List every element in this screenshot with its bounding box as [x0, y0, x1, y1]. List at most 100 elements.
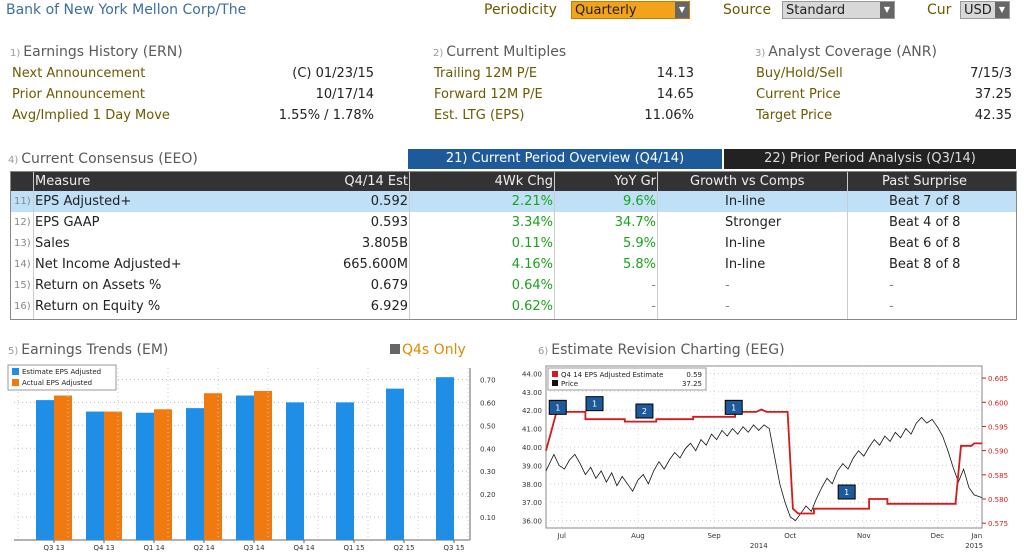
event-marker[interactable]: 2 — [635, 403, 654, 419]
table-row[interactable]: 11) EPS Adjusted+ 0.592 2.21% 9.6% In-line Bea… — [11, 191, 1016, 212]
right-tick-label: 0.600 — [988, 399, 1008, 407]
change-cell: 3.34% — [511, 215, 553, 230]
measure-cell: Net Income Adjusted+ — [35, 257, 182, 272]
estimate-cell: 0.592 — [370, 194, 408, 209]
y-tick-label: 0.60 — [480, 399, 496, 407]
estimate-line — [545, 408, 982, 515]
y-tick-label: 0.50 — [480, 422, 496, 430]
estimate-cell: 6.929 — [370, 299, 408, 314]
year-label: 2015 — [965, 542, 983, 550]
periodicity-label: Periodicity — [484, 2, 557, 18]
comps-cell: - — [725, 278, 730, 293]
yoy-cell: 5.9% — [622, 236, 656, 251]
surprise-cell: - — [889, 278, 894, 293]
q4s-only-toggle[interactable]: Q4s Only — [390, 342, 466, 358]
col-surprise[interactable]: Past Surprise — [882, 174, 968, 189]
ltg-label: Est. LTG (EPS) — [434, 108, 525, 123]
prior-announcement-label: Prior Announcement — [12, 87, 145, 102]
event-marker[interactable]: 1 — [548, 399, 567, 415]
prior-announcement-value: 10/17/14 — [315, 87, 374, 102]
legend-label: Q4 14 EPS Adjusted Estimate — [561, 371, 663, 379]
x-tick-label: Q4 13 — [93, 544, 114, 552]
x-tick-label: Sep — [707, 532, 721, 540]
analyst-coverage-title[interactable]: 3) Analyst Coverage (ANR) — [755, 44, 937, 60]
table-row[interactable]: 16) Return on Equity % 6.929 0.62% - - - — [11, 296, 1016, 317]
earnings-history-title[interactable]: 1) Earnings History (ERN) — [10, 44, 183, 60]
actual-bar[interactable] — [104, 411, 122, 540]
estimate-bar[interactable] — [286, 402, 304, 540]
col-yoy[interactable]: YoY Gr — [614, 174, 656, 189]
event-marker[interactable]: 1 — [585, 396, 604, 412]
col-est[interactable]: Q4/14 Est — [344, 174, 408, 189]
measure-cell: Sales — [35, 236, 70, 251]
estimate-bar[interactable] — [336, 402, 354, 540]
table-row[interactable]: 14) Net Income Adjusted+ 665.600M 4.16% 5.8%… — [11, 254, 1016, 275]
right-tick-label: 0.580 — [988, 496, 1008, 504]
current-multiples-title[interactable]: 2) Current Multiples — [433, 44, 567, 60]
col-chg[interactable]: 4Wk Chg — [494, 174, 553, 189]
trailing-pe-value: 14.13 — [656, 66, 694, 81]
yoy-cell: - — [651, 278, 656, 293]
table-row[interactable]: 12) EPS GAAP 0.593 3.34% 34.7% Stronger Beat 4… — [11, 212, 1016, 233]
estimate-bar[interactable] — [36, 400, 54, 540]
event-marker-label: 1 — [731, 403, 736, 412]
cur-label: Cur — [927, 2, 952, 18]
consensus-title[interactable]: 4) Current Consensus (EEO) — [8, 151, 198, 167]
earnings-trends-title[interactable]: 5) Earnings Trends (EM) — [8, 342, 169, 358]
estimate-bar[interactable] — [436, 377, 454, 540]
table-row[interactable]: 15) Return on Assets % 0.679 0.64% - - - — [11, 275, 1016, 296]
ltg-value: 11.06% — [644, 108, 694, 123]
surprise-cell: Beat 7 of 8 — [889, 194, 961, 209]
q4s-only-label: Q4s Only — [402, 342, 466, 358]
tab-current-period[interactable]: 21) Current Period Overview (Q4/14) — [408, 149, 722, 169]
row-number: 12) — [14, 217, 31, 228]
left-tick-label: 42.00 — [522, 407, 542, 415]
actual-bar[interactable] — [154, 409, 172, 540]
x-tick-label: Q1 14 — [143, 544, 165, 552]
row-number: 16) — [14, 301, 31, 312]
buy-hold-sell-label: Buy/Hold/Sell — [756, 66, 843, 81]
comps-cell: - — [725, 299, 730, 314]
yoy-cell: 9.6% — [622, 194, 656, 209]
event-marker[interactable]: 1 — [724, 399, 743, 415]
estimate-bar[interactable] — [186, 408, 204, 540]
left-tick-label: 44.00 — [522, 370, 542, 378]
estimate-cell: 665.600M — [343, 257, 408, 272]
source-label: Source — [723, 2, 772, 18]
y-tick-label: 0.30 — [480, 468, 496, 476]
chevron-down-icon: ▼ — [880, 2, 894, 18]
next-announcement-value: (C) 01/23/15 — [292, 66, 374, 81]
analyst-coverage-panel: Buy/Hold/Sell 7/15/3 Current Price 37.25 T… — [756, 63, 1012, 129]
estimate-bar[interactable] — [236, 395, 254, 540]
consensus-table: Measure Q4/14 Est 4Wk Chg YoY Gr Growth … — [10, 171, 1017, 320]
change-cell: 2.21% — [511, 194, 553, 209]
source-dropdown[interactable]: Standard ▼ — [782, 1, 895, 19]
legend-label: Actual EPS Adjusted — [22, 379, 92, 387]
tab-prior-period[interactable]: 22) Prior Period Analysis (Q3/14) — [724, 149, 1016, 169]
yoy-cell: - — [651, 299, 656, 314]
legend-value: 0.59 — [686, 371, 702, 379]
revision-chart-title[interactable]: 6) Estimate Revision Charting (EEG) — [538, 342, 785, 358]
actual-bar[interactable] — [54, 395, 72, 540]
event-marker[interactable]: 1 — [837, 484, 856, 500]
col-comps[interactable]: Growth vs Comps — [690, 174, 805, 189]
periodicity-dropdown[interactable]: Quarterly ▼ — [571, 1, 690, 19]
actual-bar[interactable] — [204, 393, 222, 540]
x-tick-label: Q3 15 — [443, 544, 464, 552]
currency-dropdown[interactable]: USD ▼ — [960, 1, 1010, 19]
estimate-bar[interactable] — [136, 412, 154, 540]
comps-cell: Stronger — [725, 215, 782, 230]
left-tick-label: 41.00 — [522, 426, 542, 434]
comps-cell: In-line — [725, 194, 766, 209]
legend-label: Estimate EPS Adjusted — [22, 368, 101, 376]
estimate-bar[interactable] — [386, 388, 404, 540]
table-row[interactable]: 13) Sales 3.805B 0.11% 5.9% In-line Beat 6 of … — [11, 233, 1016, 254]
col-measure[interactable]: Measure — [35, 174, 91, 189]
current-price-value: 37.25 — [974, 87, 1012, 102]
estimate-bar[interactable] — [86, 411, 104, 540]
y-tick-label: 0.20 — [480, 491, 496, 499]
row-number: 11) — [14, 196, 31, 207]
earnings-history-panel: Next Announcement (C) 01/23/15 Prior Anno… — [12, 63, 374, 129]
x-tick-label: Nov — [857, 532, 871, 540]
actual-bar[interactable] — [254, 390, 272, 540]
